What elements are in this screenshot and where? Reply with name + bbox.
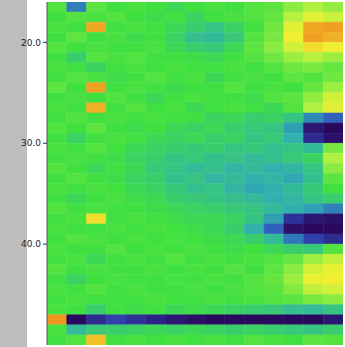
svg-text:20.0: 20.0 xyxy=(21,38,41,48)
svg-text:30.0: 30.0 xyxy=(21,138,41,148)
svg-text:40.0: 40.0 xyxy=(21,239,41,249)
